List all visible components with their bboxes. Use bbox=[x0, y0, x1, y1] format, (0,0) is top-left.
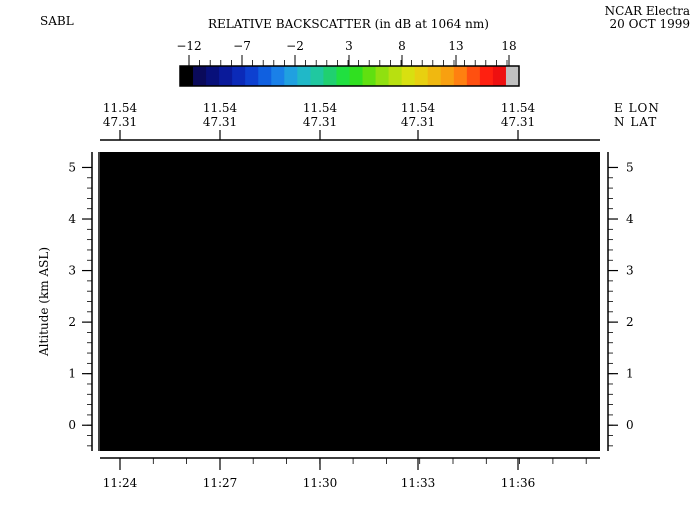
colorbar-tick-label: −12 bbox=[176, 39, 201, 53]
colorbar-cell bbox=[466, 66, 481, 86]
top-lat-label: N LAT bbox=[614, 115, 658, 129]
heatmap-background bbox=[100, 152, 600, 451]
y-tick-label-right: 4 bbox=[626, 212, 634, 226]
colorbar-cell bbox=[479, 66, 494, 86]
colorbar-cell bbox=[453, 66, 468, 86]
platform-label: NCAR Electra bbox=[604, 4, 690, 18]
colorbar-cell bbox=[492, 66, 507, 86]
colorbar-cell bbox=[505, 66, 520, 86]
colorbar-tick-label: −7 bbox=[233, 39, 251, 53]
chart-title: RELATIVE BACKSCATTER (in dB at 1064 nm) bbox=[208, 17, 489, 31]
colorbar-cell bbox=[193, 66, 207, 86]
x-tick-label: 11:30 bbox=[303, 476, 338, 490]
top-lat-value: 47.31 bbox=[203, 115, 237, 129]
colorbar-tick-label: 3 bbox=[345, 39, 353, 53]
x-tick-label: 11:36 bbox=[501, 476, 536, 490]
y-tick-label-right: 2 bbox=[626, 315, 634, 329]
y-tick-label-right: 0 bbox=[626, 418, 634, 432]
colorbar-cell bbox=[297, 66, 311, 86]
colorbar-cell bbox=[427, 66, 442, 86]
y-tick-label-left: 1 bbox=[68, 367, 76, 381]
colorbar-cell bbox=[245, 66, 259, 86]
top-lon-value: 11.54 bbox=[203, 101, 238, 115]
top-lat-value: 47.31 bbox=[103, 115, 137, 129]
colorbar-cell bbox=[180, 66, 194, 86]
top-lat-value: 47.31 bbox=[501, 115, 535, 129]
sabl-label: SABL bbox=[40, 14, 74, 28]
colorbar-tick-label: 13 bbox=[448, 39, 463, 53]
colorbar-cell bbox=[258, 66, 272, 86]
colorbar-cell bbox=[349, 66, 364, 86]
y-tick-label-left: 4 bbox=[68, 212, 76, 226]
top-lat-value: 47.31 bbox=[303, 115, 337, 129]
colorbar-cell bbox=[336, 66, 351, 86]
top-lon-value: 11.54 bbox=[501, 101, 536, 115]
top-lon-label: E LON bbox=[614, 101, 660, 115]
colorbar-tick-label: 8 bbox=[398, 39, 406, 53]
y-tick-label-right: 1 bbox=[626, 367, 634, 381]
y-tick-label-left: 0 bbox=[68, 418, 76, 432]
colorbar-cell bbox=[440, 66, 455, 86]
colorbar-cell bbox=[414, 66, 429, 86]
colorbar-cell bbox=[310, 66, 325, 86]
colorbar-cell bbox=[362, 66, 377, 86]
colorbar-cell bbox=[284, 66, 298, 86]
colorbar-tick-label: 18 bbox=[501, 39, 516, 53]
colorbar-cell bbox=[271, 66, 285, 86]
y-tick-label-left: 5 bbox=[68, 160, 76, 174]
colorbar-cell bbox=[219, 66, 233, 86]
colorbar-cell bbox=[375, 66, 390, 86]
y-tick-label-right: 3 bbox=[626, 264, 634, 278]
colorbar-cell bbox=[388, 66, 403, 86]
top-lon-value: 11.54 bbox=[303, 101, 338, 115]
colorbar-cell bbox=[323, 66, 338, 86]
colorbar-cell bbox=[232, 66, 246, 86]
y-axis-label: Altitude (km ASL) bbox=[37, 247, 51, 357]
y-tick-label-left: 3 bbox=[68, 264, 76, 278]
colorbar-cell bbox=[401, 66, 416, 86]
y-tick-label-right: 5 bbox=[626, 160, 634, 174]
x-tick-label: 11:33 bbox=[401, 476, 436, 490]
colorbar-tick-label: −2 bbox=[286, 39, 304, 53]
x-tick-label: 11:27 bbox=[203, 476, 238, 490]
y-tick-label-left: 2 bbox=[68, 315, 76, 329]
colorbar-cell bbox=[206, 66, 220, 86]
x-tick-label: 11:24 bbox=[103, 476, 138, 490]
top-lat-value: 47.31 bbox=[401, 115, 435, 129]
date-label: 20 OCT 1999 bbox=[609, 17, 690, 31]
top-lon-value: 11.54 bbox=[103, 101, 138, 115]
top-lon-value: 11.54 bbox=[401, 101, 436, 115]
